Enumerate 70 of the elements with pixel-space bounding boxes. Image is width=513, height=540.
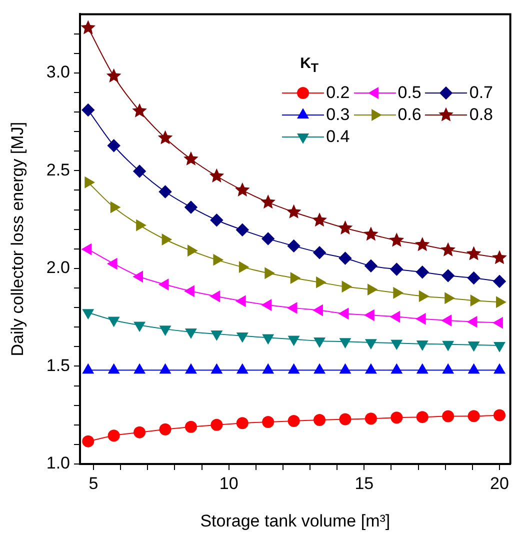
y-axis-title: Daily collector loss energy [MJ] — [8, 122, 27, 356]
point — [132, 103, 147, 118]
point — [209, 168, 224, 182]
point — [364, 226, 378, 241]
point — [442, 410, 454, 422]
point — [389, 232, 404, 247]
point — [107, 139, 120, 152]
point — [184, 420, 197, 433]
point — [184, 200, 198, 214]
y-tick-label: 1.5 — [46, 356, 70, 375]
point — [287, 239, 300, 253]
point — [493, 409, 506, 422]
point — [416, 266, 429, 279]
y-tick-label: 3.0 — [46, 62, 70, 82]
point — [234, 182, 250, 197]
point — [364, 412, 377, 425]
point — [82, 435, 94, 448]
point — [184, 151, 198, 166]
point — [390, 262, 404, 276]
point — [492, 250, 507, 264]
point — [312, 212, 327, 227]
legend-label: 0.4 — [326, 127, 350, 147]
point — [312, 246, 326, 260]
point — [288, 414, 300, 427]
point — [210, 214, 224, 227]
point — [492, 274, 506, 288]
point — [158, 185, 172, 198]
point — [314, 414, 326, 426]
legend-label: 0.2 — [326, 83, 350, 103]
point — [416, 411, 428, 424]
point — [106, 68, 122, 83]
point — [236, 417, 248, 430]
legend-label: 0.3 — [326, 105, 350, 125]
point — [468, 410, 480, 422]
point — [390, 412, 403, 424]
legend-label: 0.5 — [398, 83, 422, 103]
legend-label: 0.7 — [469, 83, 493, 103]
point — [82, 103, 95, 117]
y-tick-label: 1.0 — [46, 454, 70, 473]
point — [134, 426, 146, 438]
y-tick-label: 2.0 — [46, 258, 70, 278]
point — [466, 246, 482, 260]
point — [414, 236, 430, 252]
point — [80, 20, 96, 34]
point — [159, 423, 172, 436]
point — [210, 418, 223, 431]
point — [261, 232, 275, 246]
point — [262, 416, 274, 428]
point — [467, 271, 480, 285]
x-tick-label: 5 — [88, 474, 98, 493]
point — [132, 164, 146, 178]
point — [158, 130, 173, 144]
point — [260, 194, 276, 209]
legend-label: 0.8 — [469, 105, 493, 125]
point — [286, 204, 302, 218]
point — [364, 259, 378, 272]
legend-title: K$_{T}$ — [300, 55, 320, 75]
point — [338, 220, 353, 234]
point — [338, 252, 352, 265]
x-tick-label: 20 — [490, 474, 509, 493]
x-tick-label: 15 — [354, 474, 374, 493]
x-tick-label: 10 — [219, 474, 238, 493]
y-tick-label: 2.5 — [46, 160, 70, 180]
point — [441, 269, 455, 282]
point — [108, 430, 120, 442]
point — [440, 242, 456, 256]
point — [236, 223, 249, 237]
legend-label: 0.6 — [398, 105, 422, 125]
point — [339, 413, 352, 426]
x-axis-title: Storage tank volume [m³] — [200, 511, 390, 530]
